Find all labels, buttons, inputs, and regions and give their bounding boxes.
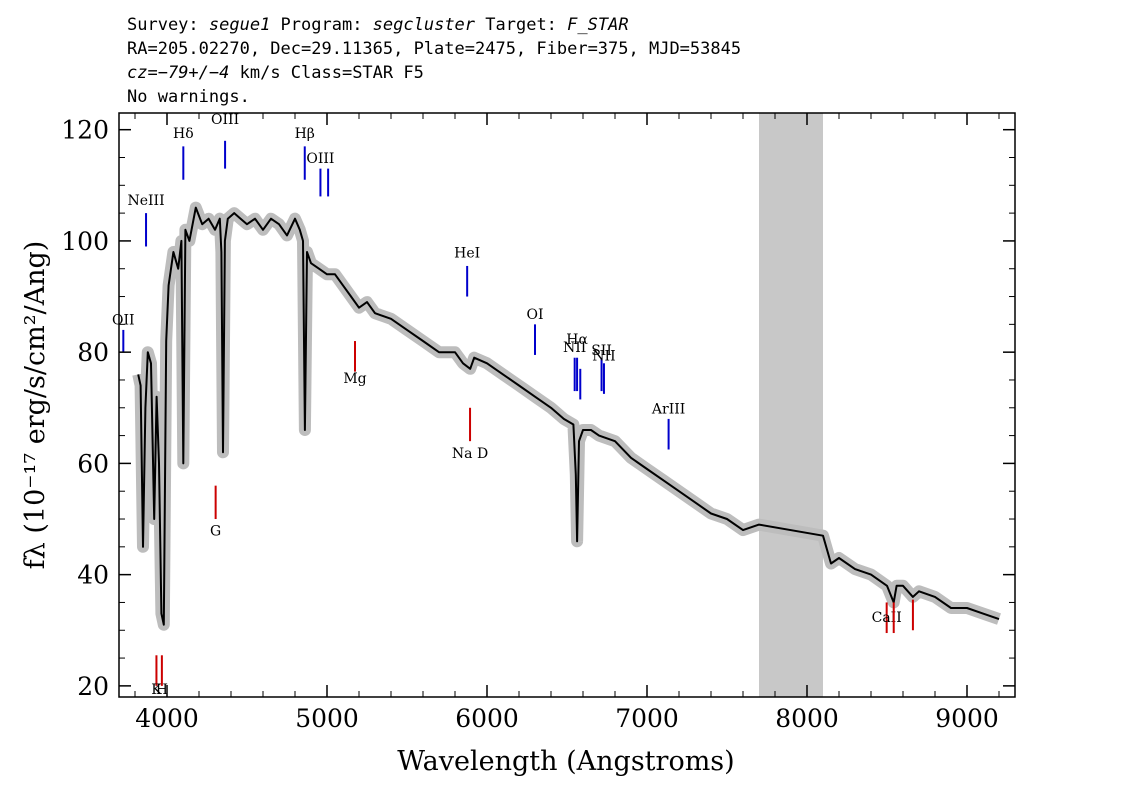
plot-area: OIINeIIIHδOIIIHβOIIIHeIOINIIHαSIINIIArII… [61,112,1016,733]
header-line-1-part: F_STAR [567,15,628,35]
line-marker-label: NeIII [127,193,164,209]
line-marker-label: K [151,682,162,698]
line-marker-label: CaII [872,610,902,626]
line-marker-label: Hδ [173,126,194,142]
plot-frame [118,112,1016,698]
x-tick-label: 5000 [295,704,359,733]
line-marker-label: Na D [452,446,488,462]
line-marker-label: OIII [211,112,239,128]
y-tick-label: 80 [77,338,109,367]
flux-line [137,206,1000,626]
line-marker-label: H [156,682,168,698]
masked-region-layer [759,113,823,697]
header-line-3-part: km/s Class=STAR F5 [229,63,423,83]
header-line-4: No warnings. [127,87,250,107]
header-line-1-part: Program: [270,15,372,35]
flux-line-layer [137,206,1000,626]
line-marker-label: OIII [306,151,334,167]
header-line-3-part: −79+/−4 [158,63,230,83]
header-line-3-part: cz= [127,63,158,83]
tick-layer: 4000 5000 6000 7000 8000 9000 20 40 60 80 100 120 [61,113,1015,733]
line-marker-label: OI [526,307,543,323]
line-marker-layer: OIINeIIIHδOIIIHβOIIIHeIOINIIHαSIINIIArII… [112,112,914,698]
y-axis-label: fλ (10⁻¹⁷ erg/s/cm²/Ang) [20,241,51,570]
x-tick-label: 8000 [775,704,839,733]
line-marker-label: OII [112,312,135,328]
line-marker-label: ArIII [651,401,685,417]
header-line-1-part: Target: [475,15,567,35]
header-line-1-part: segue1 [209,15,270,35]
line-marker-label: Hα [566,332,588,348]
y-tick-label: 100 [61,227,109,256]
line-marker-label: SII [591,343,612,359]
x-tick-label: 7000 [615,704,679,733]
line-marker-label: NII [563,340,586,356]
y-tick-label: 60 [77,449,109,478]
line-marker-label: G [210,524,221,540]
header-line-3: cz=−79+/−4 km/s Class=STAR F5 [127,63,424,83]
x-axis-label: Wavelength (Angstroms) [397,746,734,777]
line-marker-label: HeI [454,246,480,262]
line-marker-label: NII [592,349,615,365]
line-marker-label: Hβ [295,126,315,142]
x-tick-label: 4000 [135,704,199,733]
x-tick-label: 6000 [455,704,519,733]
y-tick-label: 40 [77,561,109,590]
header-line-1-part: Survey: [127,15,209,35]
noise-band-layer [132,201,1001,631]
header-line-2: RA=205.02270, Dec=29.11365, Plate=2475, … [127,39,741,59]
y-tick-label: 120 [61,116,109,145]
y-tick-label: 20 [77,672,109,701]
header-line-1: Survey: segue1 Program: segcluster Targe… [127,15,629,35]
x-tick-label: 9000 [935,704,999,733]
masked-region [759,113,823,697]
header-line-1-part: segcluster [373,15,476,35]
noise-band [132,201,1001,631]
line-marker-label: Mg [343,371,366,387]
